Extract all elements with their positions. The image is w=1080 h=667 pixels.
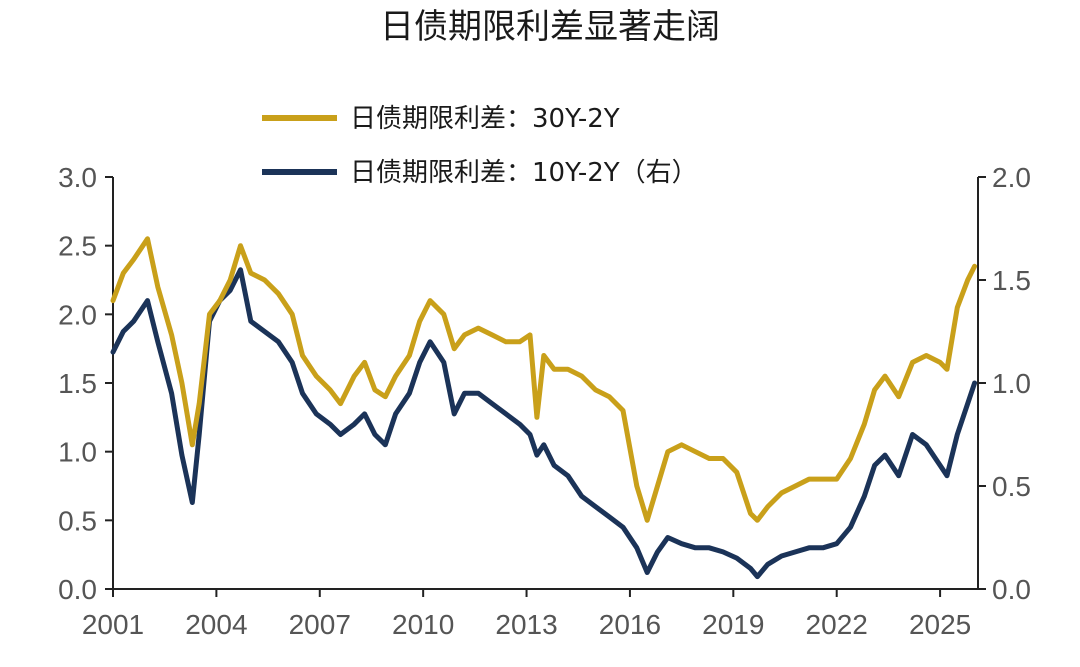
plot-lines: [110, 236, 978, 580]
chart-title: 日债期限利差显著走阔: [380, 7, 720, 47]
right-tick-label: 2.0: [992, 162, 1031, 193]
right-ticks: 0.0 0.5 1.0 1.5 2.0: [978, 162, 1031, 605]
series-line-10y-2y: [110, 267, 978, 580]
left-tick-label: 2.0: [58, 299, 97, 330]
series-line-30y-2y: [110, 236, 978, 523]
left-tick-label: 3.0: [58, 162, 97, 193]
legend-label-10y-2y: 日债期限利差：10Y-2Y（右）: [350, 158, 698, 188]
left-ticks: 0.0 0.5 1.0 1.5 2.0 2.5 3.0: [58, 162, 113, 605]
right-tick-label: 0.5: [992, 471, 1031, 502]
left-tick-label: 0.5: [58, 505, 97, 536]
left-tick-label: 0.0: [58, 574, 97, 605]
x-tick-label: 2001: [82, 609, 144, 640]
right-tick-label: 1.5: [992, 265, 1031, 296]
x-tick-label: 2022: [806, 609, 868, 640]
x-tick-label: 2007: [289, 609, 351, 640]
left-tick-label: 1.0: [58, 437, 97, 468]
legend: 日债期限利差：30Y-2Y 日债期限利差：10Y-2Y（右）: [262, 104, 698, 188]
x-ticks: 2001 2004 2007 2010 2013 2016 2019 2022 2025: [82, 589, 971, 640]
x-tick-label: 2013: [495, 609, 557, 640]
x-tick-label: 2004: [185, 609, 247, 640]
right-tick-label: 0.0: [992, 574, 1031, 605]
legend-label-30y-2y: 日债期限利差：30Y-2Y: [350, 104, 620, 134]
right-tick-label: 1.0: [992, 368, 1031, 399]
x-tick-label: 2019: [702, 609, 764, 640]
left-tick-label: 2.5: [58, 231, 97, 262]
left-tick-label: 1.5: [58, 368, 97, 399]
x-tick-label: 2016: [599, 609, 661, 640]
x-tick-label: 2010: [392, 609, 454, 640]
x-tick-label: 2025: [909, 609, 971, 640]
